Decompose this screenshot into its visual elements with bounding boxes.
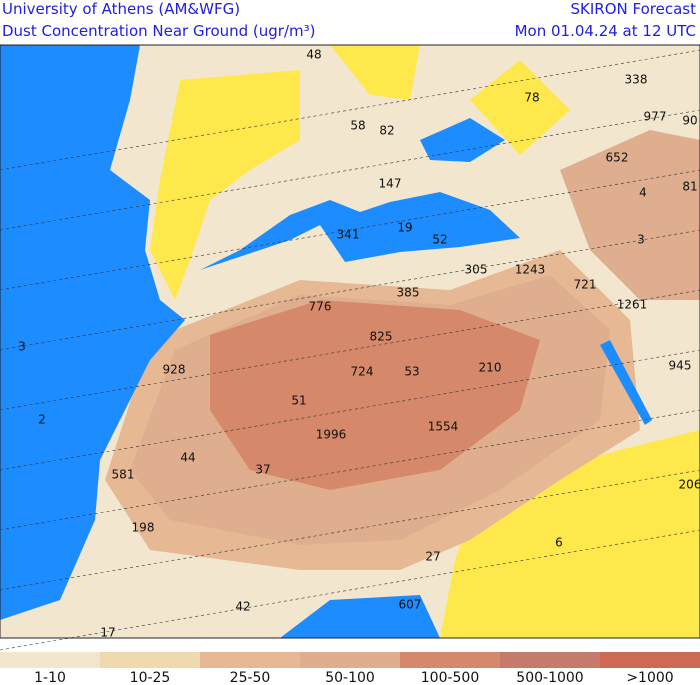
legend-label: >1000	[626, 670, 673, 685]
legend-label: 500-1000	[516, 670, 583, 685]
map-value: 3	[637, 233, 645, 247]
atlantic	[0, 45, 185, 620]
dust-middle-east	[560, 130, 700, 300]
map-value: 6	[555, 536, 563, 550]
dust-100-500	[210, 300, 540, 490]
latitude-line	[0, 229, 700, 351]
gulf-of-guinea	[280, 595, 440, 638]
legend-label: 100-500	[421, 670, 480, 685]
yellow-sahel	[440, 430, 700, 638]
latitude-line	[0, 169, 700, 291]
map-value: 385	[397, 286, 420, 300]
latitude-line	[0, 349, 700, 471]
map-value: 82	[379, 124, 394, 138]
map-value: 4	[639, 186, 647, 200]
legend-swatch	[600, 652, 700, 668]
map-value: 206	[679, 478, 700, 492]
legend-label: 25-50	[230, 670, 271, 685]
map-value: 52	[432, 233, 447, 247]
map-value: 341	[337, 228, 360, 242]
yellow-russia	[470, 60, 570, 155]
map: 48 338 78 977 90 58 82 652 147 81 4 341 19 52 3 305 1243…	[0, 45, 700, 651]
map-border	[0, 44, 700, 639]
map-value: 42	[235, 600, 250, 614]
map-value: 945	[669, 359, 692, 373]
yellow-europe	[150, 70, 300, 300]
map-value: 776	[309, 300, 332, 314]
map-value: 825	[370, 330, 393, 344]
map-value: 27	[425, 550, 440, 564]
map-value: 78	[524, 91, 539, 105]
map-value: 1261	[617, 298, 648, 312]
latitude-line	[0, 289, 700, 411]
map-value: 1243	[515, 263, 546, 277]
legend-swatch	[500, 652, 600, 668]
map-value: 37	[255, 463, 270, 477]
map-value: 1996	[316, 428, 347, 442]
map-value: 44	[180, 451, 195, 465]
map-value: 724	[351, 365, 374, 379]
map-value: 17	[100, 626, 115, 640]
map-value: 607	[399, 598, 422, 612]
title: University of Athens (AM&WFG)	[2, 0, 240, 18]
map-value: 3	[18, 340, 26, 354]
latitude-line	[0, 409, 700, 531]
map-value: 1554	[428, 420, 459, 434]
latitude-line	[0, 109, 700, 231]
latitude-line	[0, 529, 700, 651]
map-value: 721	[574, 278, 597, 292]
map-value: 210	[479, 361, 502, 375]
legend-label: 10-25	[130, 670, 171, 685]
date: Mon 01.04.24 at 12 UTC	[515, 22, 696, 40]
map-value: 928	[163, 363, 186, 377]
map-value: 90	[682, 114, 697, 128]
yellow-scandinavia	[330, 45, 420, 100]
map-value: 53	[404, 365, 419, 379]
red-sea	[600, 340, 652, 425]
legend-swatch	[100, 652, 200, 668]
map-value: 81	[682, 180, 697, 194]
map-value: 652	[606, 151, 629, 165]
map-value: 48	[306, 48, 321, 62]
map-value: 147	[379, 177, 402, 191]
map-value: 977	[644, 110, 667, 124]
latitude-line	[0, 469, 700, 591]
legend-swatch	[400, 652, 500, 668]
legend-swatch	[300, 652, 400, 668]
legend: 1-10 10-25 25-50 50-100 100-500 500-1000 >1000	[0, 652, 700, 685]
subtitle: Dust Concentration Near Ground (ugr/m³)	[2, 22, 316, 40]
map-value: 338	[625, 73, 648, 87]
map-value: 2	[38, 413, 46, 427]
map-value: 51	[291, 394, 306, 408]
black-sea	[420, 118, 505, 162]
map-value: 19	[397, 221, 412, 235]
model: SKIRON Forecast	[571, 0, 697, 18]
legend-swatch	[0, 652, 100, 668]
legend-label: 1-10	[34, 670, 66, 685]
latitude-line	[0, 49, 700, 171]
map-value: 58	[350, 119, 365, 133]
map-value: 198	[132, 521, 155, 535]
legend-label: 50-100	[325, 670, 375, 685]
mediterranean	[200, 192, 520, 270]
map-value: 581	[112, 468, 135, 482]
legend-swatch	[200, 652, 300, 668]
map-value: 305	[465, 263, 488, 277]
